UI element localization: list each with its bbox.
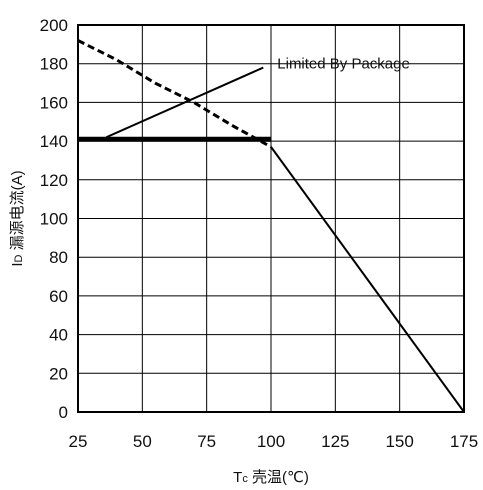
x-tick-labels: 25 50 75 100 125 150 175 xyxy=(69,432,479,451)
annotation-limited-by-package: Limited By Package xyxy=(277,56,410,73)
y-tick-label: 40 xyxy=(49,326,68,345)
annotation-layer xyxy=(105,66,264,139)
x-axis-label-sub: c xyxy=(242,473,248,485)
y-tick-label: 80 xyxy=(49,248,68,267)
grid-lines xyxy=(78,25,464,412)
x-tick-label: 125 xyxy=(321,432,349,451)
y-tick-label: 0 xyxy=(59,403,68,422)
x-axis-label-text: 壳温(℃) xyxy=(248,469,309,486)
y-tick-label: 100 xyxy=(40,210,68,229)
y-axis-label-main: I xyxy=(9,262,26,266)
series-line-3 xyxy=(270,146,465,413)
y-tick-label: 20 xyxy=(49,364,68,383)
series-layer xyxy=(77,39,465,413)
y-tick-label: 200 xyxy=(40,16,68,35)
y-tick-label: 140 xyxy=(40,132,68,151)
x-tick-label: 100 xyxy=(257,432,285,451)
y-tick-label: 120 xyxy=(40,171,68,190)
x-tick-label: 150 xyxy=(385,432,413,451)
y-axis-label: ID 漏源电流(A) xyxy=(9,170,26,266)
y-tick-label: 60 xyxy=(49,287,68,306)
y-tick-labels: 0 20 40 60 80 100 120 140 160 180 200 xyxy=(40,16,68,422)
y-axis-label-sub: D xyxy=(13,254,25,262)
x-tick-label: 75 xyxy=(197,432,216,451)
series-line-1 xyxy=(77,39,272,149)
x-tick-label: 25 xyxy=(69,432,88,451)
y-axis-label-text: 漏源电流(A) xyxy=(9,170,26,254)
x-axis-label-main: T xyxy=(233,469,242,486)
y-tick-label: 160 xyxy=(40,93,68,112)
plot-frame xyxy=(77,24,465,413)
x-axis-label: Tc 壳温(℃) xyxy=(233,469,309,486)
y-tick-label: 180 xyxy=(40,55,68,74)
annotation-arrow xyxy=(105,66,264,139)
x-tick-label: 50 xyxy=(133,432,152,451)
x-tick-label: 175 xyxy=(450,432,478,451)
